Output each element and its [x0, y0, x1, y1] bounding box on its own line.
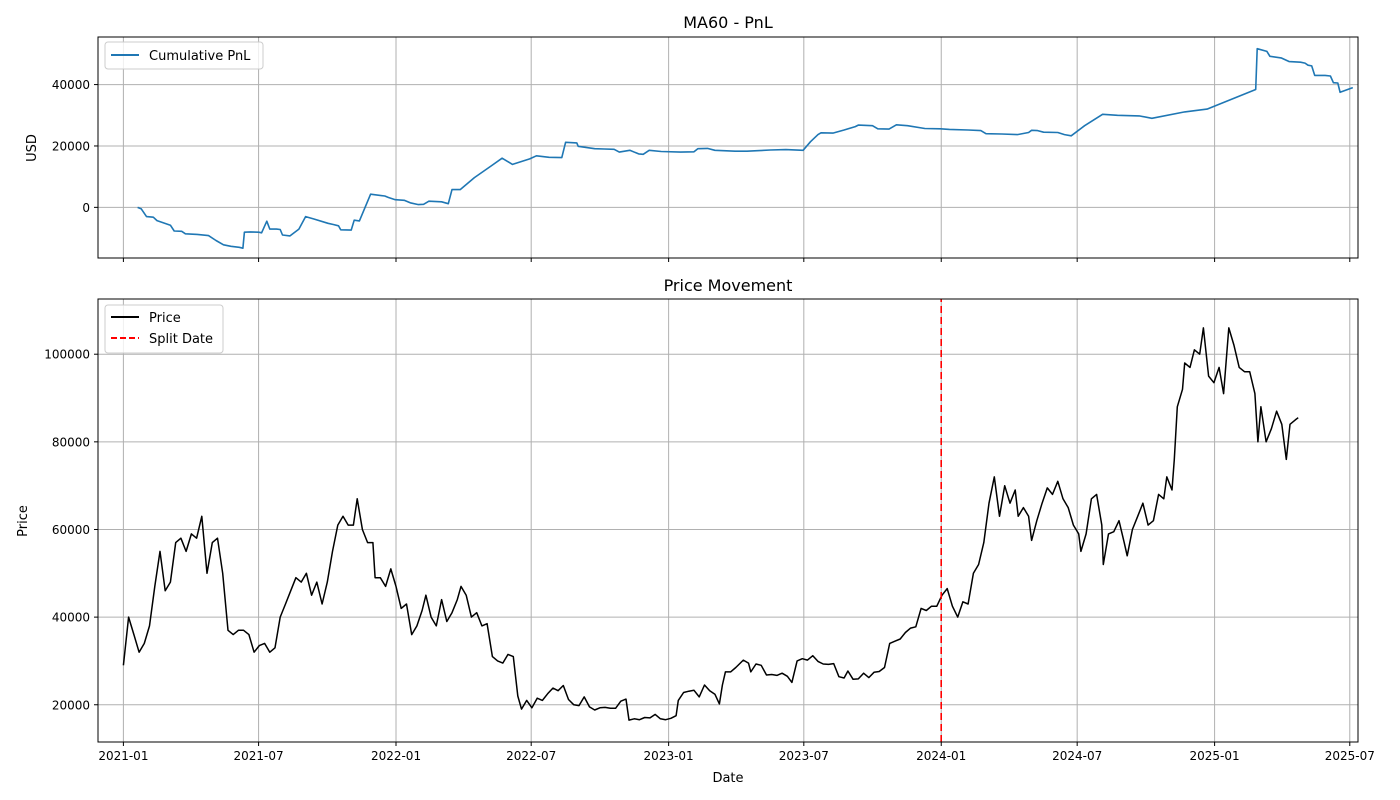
pnl-legend-box	[104, 41, 264, 70]
price-line	[122, 327, 1299, 721]
y-tick-label: 0	[82, 201, 90, 215]
pnl-legend-label: Cumulative PnL	[149, 49, 251, 64]
price-x-axis-label: Date	[712, 771, 743, 786]
price-legend: Price Split Date	[104, 304, 224, 354]
x-tick-label: 2024-01	[916, 749, 966, 763]
price-y-ticks: 20000 40000 60000 80000 100000	[44, 348, 98, 712]
pnl-chart: MA60 - PnL 0 20000 40000 USD Cumulative Pn…	[25, 13, 1359, 262]
y-tick-label: 100000	[44, 348, 90, 362]
cumulative-pnl-line	[137, 47, 1354, 249]
y-tick-label: 20000	[52, 139, 90, 153]
pnl-legend: Cumulative PnL	[104, 41, 264, 70]
split-legend-label: Split Date	[149, 332, 213, 347]
y-tick-label: 40000	[52, 611, 90, 625]
x-tick-label: 2022-07	[506, 749, 556, 763]
pnl-x-ticks	[122, 258, 1351, 262]
y-tick-label: 80000	[52, 435, 90, 449]
price-y-axis-label: Price	[16, 505, 31, 537]
pnl-y-axis-label: USD	[25, 134, 40, 162]
x-tick-label: 2022-01	[371, 749, 421, 763]
x-tick-label: 2021-01	[98, 749, 148, 763]
price-grid	[98, 299, 1358, 742]
price-x-ticks: 2021-01 2021-07 2022-01 2022-07 2023-01 2023-…	[98, 742, 1375, 763]
pnl-axes-frame	[97, 36, 1359, 259]
pnl-grid	[98, 37, 1358, 258]
price-axes-frame	[97, 298, 1359, 743]
price-chart-title: Price Movement	[664, 276, 793, 295]
y-tick-label: 40000	[52, 78, 90, 92]
pnl-y-ticks: 0 20000 40000	[52, 78, 98, 215]
price-series-group	[122, 299, 1299, 742]
pnl-chart-title: MA60 - PnL	[683, 13, 773, 32]
price-chart: Price Movement 2021-01 2021-07 2022-01 2022…	[16, 276, 1375, 786]
x-tick-label: 2023-07	[779, 749, 829, 763]
y-tick-label: 60000	[52, 523, 90, 537]
price-legend-label: Price	[149, 311, 181, 326]
x-tick-label: 2021-07	[234, 749, 284, 763]
x-tick-label: 2025-01	[1190, 749, 1240, 763]
x-tick-label: 2023-01	[644, 749, 694, 763]
y-tick-label: 20000	[52, 698, 90, 712]
x-tick-label: 2024-07	[1052, 749, 1102, 763]
pnl-series-group	[137, 47, 1354, 249]
x-tick-label: 2025-07	[1325, 749, 1375, 763]
